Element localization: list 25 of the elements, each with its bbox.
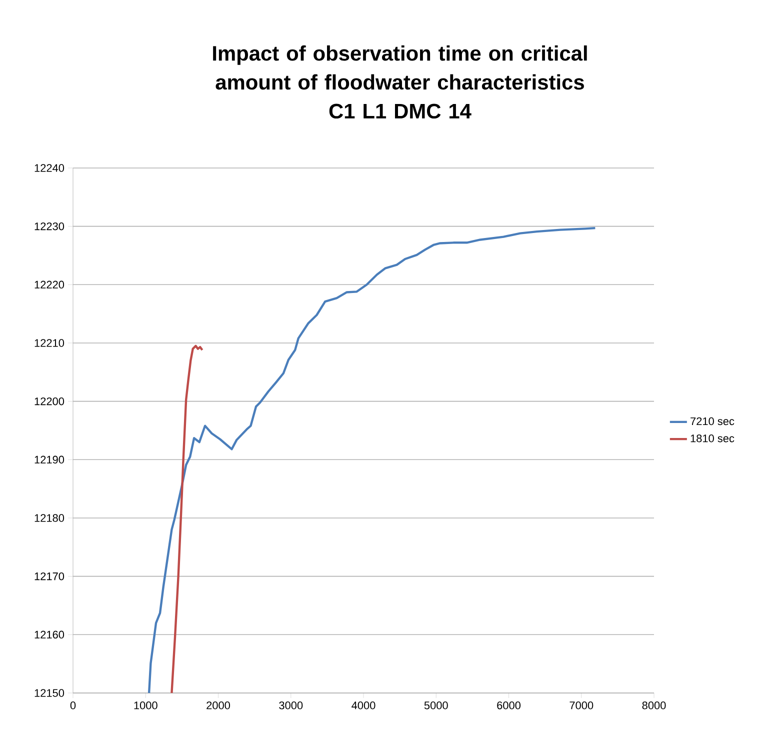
y-tick-label: 12230 (34, 222, 64, 230)
y-tick-label: 12220 (34, 280, 64, 289)
line-series (170, 344, 204, 693)
y-tick-label: 12150 (34, 689, 64, 697)
y-tick-label: 12160 (34, 630, 64, 639)
line-series (148, 226, 596, 693)
y-tick-label: 12180 (34, 514, 64, 522)
y-tick-label: 12170 (34, 572, 64, 580)
x-tick-label: 6000 (497, 702, 521, 710)
y-tick-label: 12240 (34, 164, 64, 172)
y-tick-label: 12190 (34, 456, 64, 464)
x-tick-label: 5000 (424, 702, 448, 710)
legend-label: 1810 sec (690, 434, 734, 442)
legend-label: 7210 sec (690, 417, 734, 426)
y-tick-label: 12200 (34, 397, 64, 406)
x-tick-label: 3000 (279, 702, 303, 710)
chart-title: Impact of observation time on critical amount of floodwater characteristics (213, 45, 587, 90)
x-tick-label: 8000 (642, 702, 666, 710)
x-tick-label: 1000 (134, 702, 158, 710)
y-tick-label: 12210 (34, 339, 64, 347)
chart-subtitle: C1 L1 DMC 14 (329, 104, 472, 119)
x-tick-label: 4000 (352, 702, 376, 710)
x-tick-label: 7000 (570, 702, 594, 710)
x-tick-label: 2000 (206, 702, 230, 710)
x-tick-label: 0 (70, 702, 76, 710)
